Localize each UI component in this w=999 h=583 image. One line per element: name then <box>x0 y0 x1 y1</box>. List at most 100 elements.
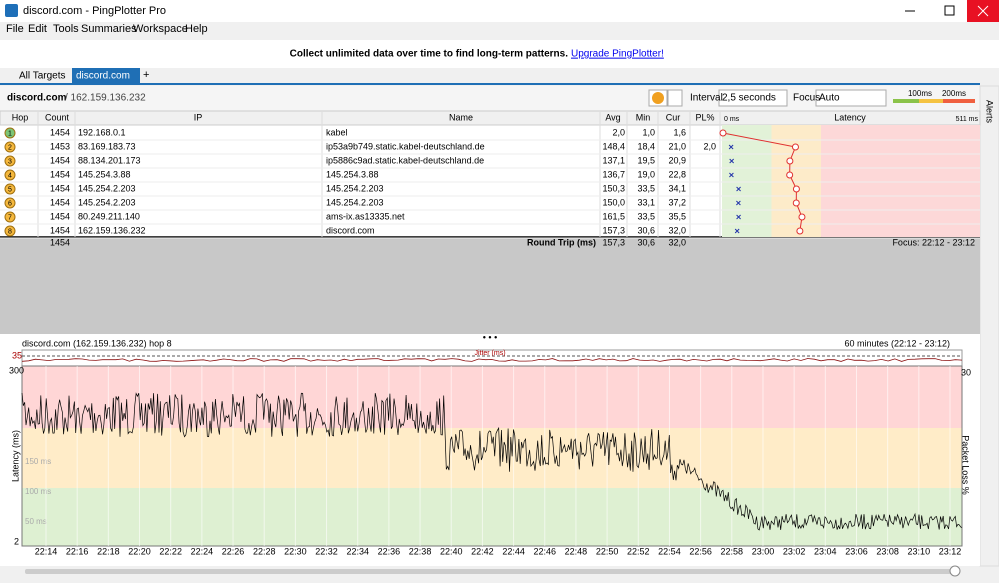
latency-zone-yellow <box>771 125 822 237</box>
min: 1,0 <box>642 127 655 137</box>
column-header[interactable]: Min <box>636 112 651 122</box>
menu-item[interactable]: Summaries <box>81 23 137 35</box>
focus-select[interactable] <box>815 89 887 107</box>
avg-mark <box>719 129 727 137</box>
scroll-thumb[interactable] <box>949 565 961 577</box>
avg: 161,5 <box>602 211 625 221</box>
alerts-label[interactable]: Alerts <box>985 100 995 124</box>
y-axis-label: Latency (ms) <box>10 430 20 482</box>
summary-label: Round Trip (ms) <box>527 237 596 247</box>
min-mark <box>728 144 734 150</box>
scrollbar[interactable] <box>25 569 960 574</box>
menu-item[interactable]: Workspace <box>133 23 188 35</box>
focus-label: Focus <box>793 93 820 104</box>
hop-badge <box>4 183 16 195</box>
plot-frame <box>21 365 963 547</box>
legend-label: 100ms <box>908 89 932 98</box>
min: 19,0 <box>637 169 655 179</box>
summary-count: 1454 <box>50 237 70 247</box>
cur: 32,0 <box>668 225 686 235</box>
latency-zone-red <box>821 125 980 237</box>
x-tick-label: 22:18 <box>97 546 120 556</box>
host-name: ams-ix.as13335.net <box>326 211 405 221</box>
cur: 37,2 <box>668 197 686 207</box>
host-name: 145.254.2.203 <box>326 197 384 207</box>
target-name: discord.com <box>7 93 67 104</box>
x-tick-label: 22:44 <box>502 546 525 556</box>
alerts-sidebar[interactable] <box>979 85 999 567</box>
hop-badge <box>4 141 16 153</box>
column-header[interactable]: Hop <box>12 112 29 122</box>
latency-trace <box>21 392 963 531</box>
graph-range[interactable]: 60 minutes (22:12 - 23:12) <box>844 338 950 348</box>
menu-item[interactable]: File <box>6 23 24 35</box>
x-tick-label: 22:42 <box>471 546 494 556</box>
count: 1454 <box>50 127 70 137</box>
avg-mark <box>791 143 799 151</box>
summary-cur: 32,0 <box>668 237 686 247</box>
avg-mark <box>796 227 804 235</box>
avg-mark <box>798 213 806 221</box>
avg: 150,0 <box>602 197 625 207</box>
hop-badge <box>4 155 16 167</box>
maximize[interactable] <box>944 5 955 16</box>
pause-dropdown[interactable] <box>667 89 683 107</box>
avg: 148,4 <box>602 141 625 151</box>
new-tab[interactable]: + <box>143 69 149 81</box>
x-tick-label: 22:50 <box>596 546 619 556</box>
menu-item[interactable]: Edit <box>28 23 47 35</box>
x-tick-label: 23:06 <box>845 546 868 556</box>
avg-mark <box>786 157 794 165</box>
menu-item[interactable]: Tools <box>53 23 79 35</box>
hop-badge <box>4 127 16 139</box>
count: 1454 <box>50 197 70 207</box>
tab-underline <box>0 83 980 85</box>
cur: 34,1 <box>668 183 686 193</box>
column-header[interactable]: Cur <box>666 112 681 122</box>
ip: 145.254.2.203 <box>78 197 136 207</box>
x-tick-label: 23:04 <box>814 546 837 556</box>
tab[interactable]: All Targets <box>19 71 66 82</box>
title-bar <box>0 0 999 22</box>
zone-green <box>22 488 962 546</box>
avg: 157,3 <box>602 225 625 235</box>
active-tab[interactable] <box>72 68 140 83</box>
x-tick-label: 23:02 <box>783 546 806 556</box>
min-mark <box>729 158 735 164</box>
column-header[interactable]: PL% <box>695 112 714 122</box>
splitter[interactable]: • • • <box>483 332 497 342</box>
hop-badge <box>4 225 16 237</box>
column-header[interactable]: Latency <box>834 112 866 122</box>
count: 1454 <box>50 155 70 165</box>
min: 33,5 <box>637 211 655 221</box>
upgrade-link[interactable]: Upgrade PingPlotter! <box>571 49 664 60</box>
x-tick-label: 22:14 <box>35 546 58 556</box>
tab[interactable]: discord.com <box>76 71 130 82</box>
column-header[interactable]: Name <box>449 112 473 122</box>
target-address: / 162.159.136.232 <box>65 93 146 104</box>
column-header[interactable]: Avg <box>605 112 620 122</box>
min: 18,4 <box>637 141 655 151</box>
count: 1453 <box>50 141 70 151</box>
count: 1454 <box>50 225 70 235</box>
menu-item[interactable]: Help <box>185 23 208 35</box>
count: 1454 <box>50 169 70 179</box>
cur: 35,5 <box>668 211 686 221</box>
interval-select[interactable] <box>718 89 788 107</box>
column-header[interactable]: IP <box>194 112 203 122</box>
cur: 22,8 <box>668 169 686 179</box>
hop-number: 7 <box>8 214 12 221</box>
cur: 20,9 <box>668 155 686 165</box>
x-tick-label: 22:48 <box>565 546 588 556</box>
banner <box>0 40 999 68</box>
banner-text: Collect unlimited data over time to find… <box>290 49 569 60</box>
x-tick-label: 22:24 <box>191 546 214 556</box>
ip: 80.249.211.140 <box>78 211 140 221</box>
min-mark <box>736 186 741 192</box>
app-icon <box>5 4 18 17</box>
y2-axis-label: Packet Loss % <box>961 435 971 495</box>
latency-scale-label: 511 ms <box>956 116 979 123</box>
min: 33,1 <box>637 197 655 207</box>
column-header[interactable]: Count <box>45 112 70 122</box>
packet-loss: 2,0 <box>703 141 716 151</box>
